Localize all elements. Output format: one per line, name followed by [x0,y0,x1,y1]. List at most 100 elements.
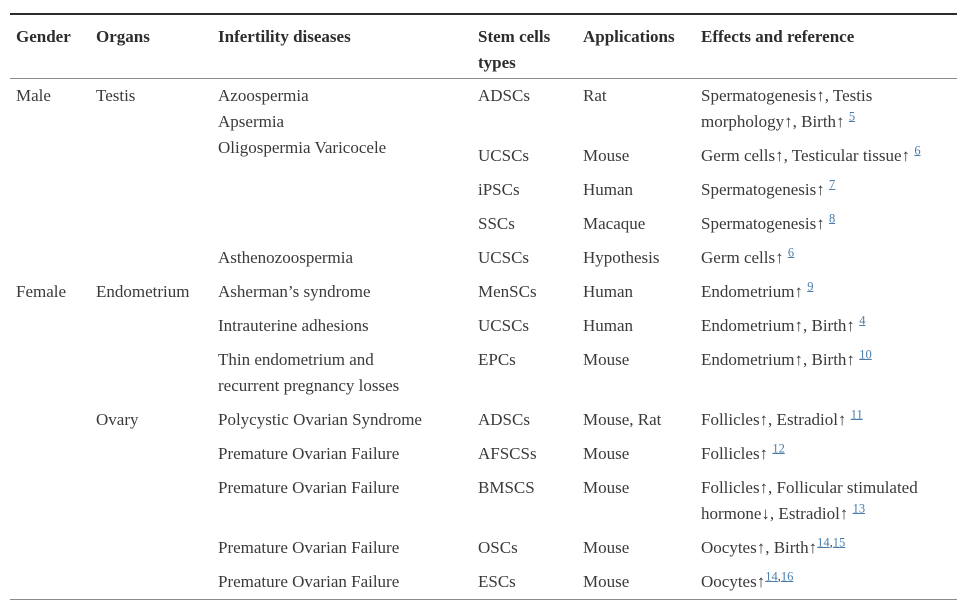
stem-cell-infertility-table: Gender Organs Infertility diseases Stem … [10,13,957,600]
cell-disease: Premature Ovarian Failure [218,444,400,463]
table-header: Gender Organs Infertility diseases Stem … [10,14,957,79]
reference-superscript: 6 [914,143,920,157]
cell-disease: Intrauterine adhesions [218,316,369,335]
cell-application: Mouse [583,350,630,369]
cell-effects: Germ cells↑, Testicular tissue↑ 6 [701,143,921,165]
reference-link[interactable]: 6 [787,245,795,260]
reference-link[interactable]: 16 [780,569,794,584]
cell-gender: Female [16,282,67,301]
cell-effects: Endometrium↑, Birth↑ 4 [701,313,866,335]
table-body: Male Testis Azoospermia Apsermia Oligosper… [10,79,957,600]
table-row: Intrauterine adhesions UCSCs Human Endom… [10,309,957,343]
col-header-applications: Applications [577,14,695,79]
cell-effects: Spermatogenesis↑ 8 [701,211,836,233]
reference-link[interactable]: 13 [852,501,866,516]
reference-superscript: 11 [851,407,863,421]
cell-disease: Thin endometrium and recurrent pregnancy … [218,350,400,395]
table-row: Premature Ovarian Failure OSCs Mouse Ooc… [10,531,957,565]
table-row: Male Testis Azoospermia Apsermia Oligosper… [10,79,957,157]
cell-application: Mouse [583,146,630,165]
cell-stem-type: UCSCs [478,248,530,267]
reference-link[interactable]: 14 [765,569,778,584]
reference-superscript: 6 [788,245,794,259]
cell-stem-type: ESCs [478,572,516,591]
cell-effects: Oocytes↑, Birth↑14,15 [701,535,846,557]
cell-gender: Male [16,86,51,105]
table-row: Female Endometrium Asherman’s syndrome M… [10,275,957,309]
cell-application: Human [583,180,634,199]
reference-link[interactable]: 7 [828,177,836,192]
cell-application: Mouse [583,444,630,463]
cell-effects: Follicles↑, Follicular stimulated hormone… [701,478,918,523]
cell-stem-type: EPCs [478,350,516,369]
cell-stem-type: MenSCs [478,282,537,301]
reference-superscript: 9 [807,279,813,293]
reference-link[interactable]: 10 [859,347,872,362]
cell-stem-type: ADSCs [478,86,530,105]
cell-application: Mouse [583,538,630,557]
cell-stem-type: UCSCs [478,316,530,335]
reference-superscript: 14,16 [765,569,794,584]
reference-link[interactable]: 9 [807,279,814,294]
cell-effects: Follicles↑, Estradiol↑ 11 [701,407,863,429]
col-header-effects-reference: Effects and reference [695,14,957,79]
cell-application: Macaque [583,214,646,233]
cell-effects: Follicles↑ 12 [701,441,785,463]
reference-link[interactable]: 8 [828,211,836,226]
reference-link[interactable]: 6 [914,143,921,158]
table-row: Ovary Polycystic Ovarian Syndrome ADSCs … [10,403,957,437]
cell-organ: Ovary [96,410,139,429]
cell-disease: Polycystic Ovarian Syndrome [218,410,422,429]
cell-effects: Spermatogenesis↑, Testis morphology↑, Bir… [701,86,873,131]
cell-stem-type: SSCs [478,214,515,233]
cell-stem-type: iPSCs [478,180,520,199]
col-header-gender: Gender [10,14,90,79]
reference-superscript: 5 [849,109,855,123]
cell-application: Rat [583,86,607,105]
header-row: Gender Organs Infertility diseases Stem … [10,14,957,79]
reference-link[interactable]: 15 [832,535,846,550]
reference-link[interactable]: 14 [817,535,830,550]
table-row: Premature Ovarian Failure BMSCS Mouse Fo… [10,471,957,531]
table-row: iPSCs Human Spermatogenesis↑ 7 [10,173,957,207]
reference-link[interactable]: 11 [850,407,863,422]
cell-stem-type: BMSCS [478,478,535,497]
table-row: Premature Ovarian Failure AFSCSs Mouse F… [10,437,957,471]
cell-application: Human [583,316,634,335]
reference-link[interactable]: 4 [859,313,866,328]
cell-disease: Asherman’s syndrome [218,282,371,301]
reference-superscript: 7 [829,177,835,191]
col-header-stem-cells-types: Stem cells types [472,14,577,79]
table-row: Premature Ovarian Failure ESCs Mouse Ooc… [10,565,957,600]
col-header-organs: Organs [90,14,212,79]
cell-disease: Premature Ovarian Failure [218,572,400,591]
reference-superscript: 13 [853,501,866,515]
reference-superscript: 8 [829,211,835,225]
cell-application: Mouse [583,572,630,591]
cell-effects: Spermatogenesis↑ 7 [701,177,836,199]
cell-stem-type: ADSCs [478,410,530,429]
col-header-infertility-diseases: Infertility diseases [212,14,472,79]
reference-link[interactable]: 12 [772,441,785,456]
cell-effects: Endometrium↑ 9 [701,279,814,301]
cell-stem-type: OSCs [478,538,518,557]
table-row: Thin endometrium and recurrent pregnancy … [10,343,957,403]
cell-stem-type: AFSCSs [478,444,537,463]
reference-link[interactable]: 5 [848,109,856,124]
reference-superscript: 14,15 [817,535,846,550]
reference-superscript: 12 [772,441,785,455]
cell-effects: Endometrium↑, Birth↑ 10 [701,347,872,369]
table-row: UCSCs Mouse Germ cells↑, Testicular tiss… [10,139,957,173]
reference-superscript: 10 [859,347,872,361]
cell-organ: Endometrium [96,282,190,301]
cell-application: Hypothesis [583,248,660,267]
cell-disease: Premature Ovarian Failure [218,538,400,557]
cell-stem-type: UCSCs [478,146,530,165]
cell-disease: Asthenozoospermia [218,248,354,267]
cell-application: Mouse, Rat [583,410,662,429]
cell-application: Human [583,282,634,301]
cell-effects: Germ cells↑ 6 [701,245,795,267]
reference-superscript: 4 [859,313,865,327]
cell-disease: Premature Ovarian Failure [218,478,400,497]
